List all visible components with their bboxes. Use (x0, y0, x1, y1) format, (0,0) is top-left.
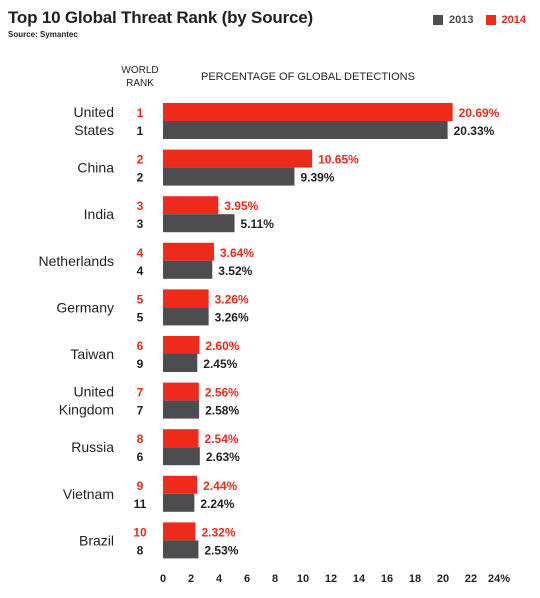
x-tick-label: 22 (465, 573, 477, 585)
bar-2013 (163, 260, 213, 279)
rank-2014: 2 (137, 153, 144, 167)
country-label: States (74, 122, 114, 138)
bar-2013 (163, 493, 195, 512)
x-tick-label: 20 (437, 573, 449, 585)
value-label-2013: 9.39% (300, 171, 334, 185)
chart-source: Source: Symantec (8, 30, 78, 39)
bar-2014 (163, 103, 453, 121)
bar-2013 (163, 167, 295, 186)
x-tick-label: 12 (325, 573, 337, 585)
country-label: Kingdom (59, 402, 114, 418)
value-label-2013: 20.33% (454, 124, 495, 138)
chart-legend: 2013 2014 (433, 14, 526, 26)
x-tick-label: 2 (188, 573, 194, 585)
value-label-2013: 2.45% (203, 357, 237, 371)
value-label-2013: 2.58% (205, 404, 239, 418)
legend-swatch-2013 (433, 15, 444, 25)
rank-2014: 1 (137, 106, 144, 120)
rank-2013: 9 (137, 357, 144, 371)
country-label: Brazil (79, 532, 114, 548)
x-tick-label: 24% (488, 573, 510, 585)
country-label: China (77, 160, 114, 176)
country-label: United (74, 384, 114, 400)
x-tick-label: 10 (297, 573, 309, 585)
value-label-2014: 2.54% (205, 432, 239, 446)
x-tick-label: 0 (160, 573, 166, 585)
bar-2013 (163, 121, 448, 139)
x-tick-label: 8 (272, 573, 278, 585)
x-tick-label: 18 (409, 573, 421, 585)
rank-2013: 6 (137, 450, 144, 464)
rank-2013: 3 (137, 217, 144, 231)
bar-2014 (163, 149, 313, 168)
rank-2014: 9 (137, 479, 144, 493)
rank-2014: 7 (137, 386, 144, 400)
country-label: Russia (71, 439, 114, 455)
rank-2014: 3 (137, 199, 144, 213)
country-label: Netherlands (39, 253, 115, 269)
value-label-2013: 2.24% (200, 497, 234, 511)
country-label: India (84, 206, 115, 222)
bar-2014 (163, 475, 198, 494)
value-label-2014: 3.64% (220, 246, 254, 260)
rank-2013: 4 (137, 264, 144, 278)
legend-label-2013: 2013 (449, 14, 474, 26)
bar-2013 (163, 307, 209, 326)
value-label-2014: 2.56% (205, 386, 239, 400)
rank-2013: 2 (137, 171, 144, 185)
rank-2014: 4 (137, 246, 144, 260)
value-label-2014: 2.44% (203, 479, 237, 493)
x-tick-label: 14 (353, 573, 366, 585)
bar-2014 (163, 429, 199, 448)
bar-2014 (163, 522, 196, 541)
legend-swatch-2014 (485, 15, 496, 25)
bar-2014 (163, 196, 219, 215)
bar-2013 (163, 540, 199, 559)
bar-2014 (163, 289, 209, 308)
world-rank-header-line2: RANK (126, 78, 154, 89)
value-label-2013: 3.52% (218, 264, 252, 278)
world-rank-header-line1: WORLD (121, 65, 159, 76)
value-label-2014: 2.60% (205, 339, 239, 353)
bar-2013 (163, 447, 200, 466)
country-label: Taiwan (70, 346, 114, 362)
value-label-2014: 3.26% (215, 292, 249, 306)
bar-2014 (163, 242, 214, 261)
legend-label-2014: 2014 (501, 14, 526, 26)
bar-2013 (163, 214, 235, 233)
bar-2013 (163, 354, 198, 372)
rank-2013: 8 (137, 543, 144, 557)
value-label-2014: 10.65% (318, 153, 359, 167)
rank-2014: 5 (137, 292, 144, 306)
world-rank-header: WORLD RANK (114, 64, 166, 90)
bar-2014 (163, 382, 199, 401)
value-label-2014: 2.32% (201, 525, 235, 539)
value-label-2014: 3.95% (224, 199, 258, 213)
country-label: United (74, 104, 114, 120)
rank-2013: 7 (137, 404, 144, 418)
x-tick-label: 16 (381, 573, 393, 585)
value-label-2013: 2.53% (204, 543, 238, 557)
value-label-2013: 2.63% (206, 450, 240, 464)
country-label: Germany (56, 299, 114, 315)
value-label-2013: 3.26% (215, 310, 249, 324)
percentage-header: PERCENTAGE OF GLOBAL DETECTIONS (201, 71, 415, 83)
x-tick-label: 6 (244, 573, 250, 585)
rank-2014: 10 (133, 525, 147, 539)
bar-2014 (163, 336, 200, 354)
rank-2013: 1 (137, 124, 144, 138)
rank-2014: 8 (137, 432, 144, 446)
chart-title: Top 10 Global Threat Rank (by Source) (8, 8, 313, 27)
country-label: Vietnam (63, 486, 114, 502)
rank-2013: 5 (137, 310, 144, 324)
rank-2014: 6 (137, 339, 144, 353)
x-tick-label: 4 (216, 573, 223, 585)
bar-2013 (163, 400, 200, 419)
value-label-2013: 5.11% (241, 217, 275, 231)
rank-2013: 11 (134, 497, 147, 511)
value-label-2014: 20.69% (459, 106, 500, 120)
